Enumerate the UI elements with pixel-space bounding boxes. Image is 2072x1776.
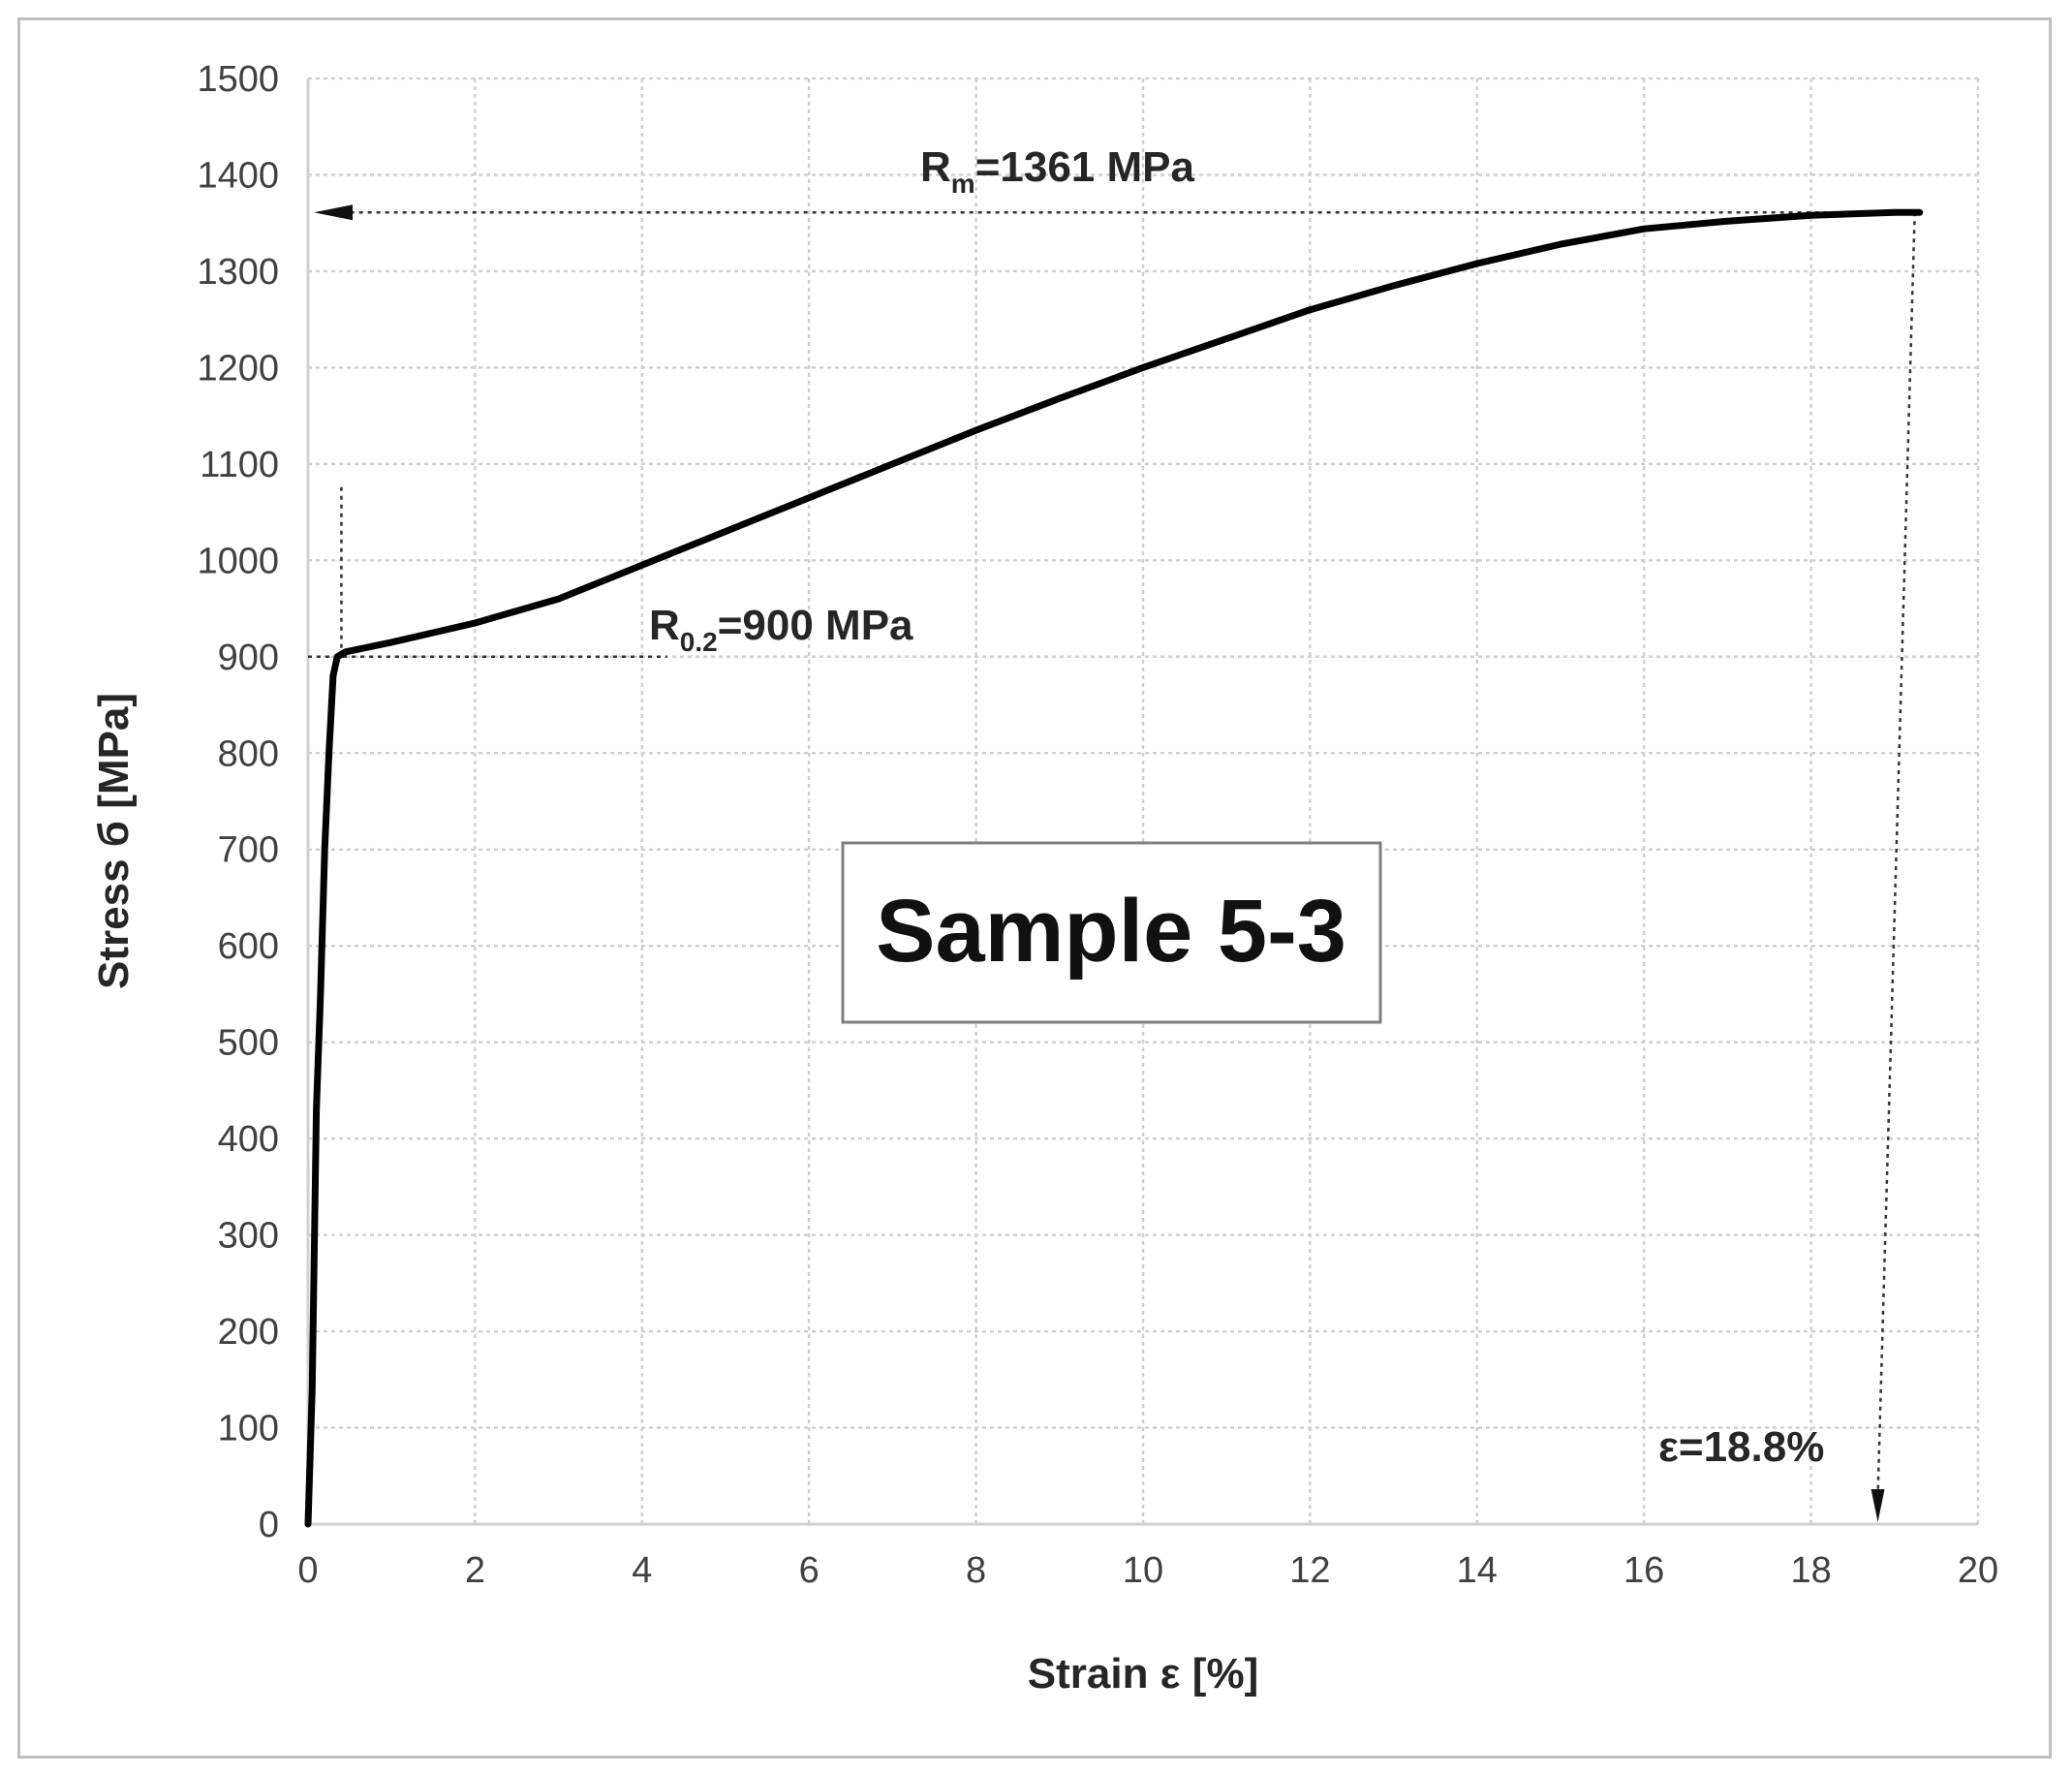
curve-point: [1558, 241, 1563, 247]
curve-point: [314, 1106, 320, 1112]
curve-point: [556, 596, 562, 602]
y-tick-label: 1200: [197, 348, 279, 389]
y-tick-label: 200: [218, 1312, 279, 1353]
curve-point: [974, 427, 979, 433]
x-tick-label: 0: [297, 1550, 318, 1591]
curve-point: [309, 1387, 315, 1392]
y-tick-label: 500: [218, 1023, 279, 1064]
curve-point: [318, 991, 324, 997]
curve-point: [305, 1521, 311, 1527]
x-tick-label: 4: [632, 1550, 652, 1591]
y-tick-label: 1000: [197, 541, 279, 581]
y-tick-label: 1300: [197, 252, 279, 293]
x-tick-label: 14: [1457, 1550, 1498, 1591]
curve-point: [1917, 209, 1923, 215]
x-tick-label: 12: [1289, 1550, 1330, 1591]
curve-point: [1474, 261, 1480, 266]
y-tick-label: 0: [259, 1505, 279, 1545]
annotation-guides: [308, 204, 1916, 1522]
curve-point: [1140, 364, 1146, 370]
elongation-annotation: ε=18.8%: [1658, 1423, 1824, 1471]
rm-arrow-head: [314, 204, 353, 221]
y-tick-label: 600: [218, 926, 279, 967]
rm-annotation-main: R: [920, 143, 951, 191]
y-tick-label: 300: [218, 1216, 279, 1257]
y-tick-label: 400: [218, 1119, 279, 1160]
y-axis-title: Stress б [MPa]: [90, 693, 138, 989]
y-tick-label: 1400: [197, 155, 279, 196]
sample-label: Sample 5-3: [876, 882, 1346, 981]
curve-point: [330, 673, 336, 679]
curve-point: [326, 750, 332, 756]
curve-point: [1809, 212, 1814, 218]
elongation-guide-line: [1876, 212, 1916, 1496]
y-tick-label: 800: [218, 733, 279, 774]
curve-point: [639, 562, 645, 568]
r02-annotation-rest: =900 MPa: [718, 602, 913, 649]
x-tick-label: 2: [465, 1550, 485, 1591]
grid: [306, 77, 1980, 1526]
series-layer: [304, 208, 1924, 1528]
curve-point: [334, 654, 340, 660]
y-tick-label: 1500: [197, 59, 279, 100]
rm-annotation-rest: =1361 MPa: [975, 143, 1195, 191]
x-tick-label: 16: [1624, 1550, 1664, 1591]
x-tick-label: 10: [1123, 1550, 1163, 1591]
curve-point: [723, 528, 728, 534]
curve-point: [472, 620, 478, 626]
axes: [306, 78, 1978, 1526]
r02-annotation: R0.2=900 MPa: [649, 602, 913, 657]
curve-point: [388, 639, 394, 645]
curve-point: [343, 649, 349, 655]
curve-point: [1223, 336, 1229, 342]
curve-point: [806, 495, 812, 501]
curve-point: [889, 461, 895, 467]
y-tick-label: 700: [218, 830, 279, 871]
x-tick-label: 8: [966, 1550, 986, 1591]
x-tick-label: 6: [799, 1550, 820, 1591]
tick-labels: 0100200300400500600700800900100011001200…: [197, 59, 1998, 1591]
curve-point: [1391, 283, 1397, 289]
y-tick-label: 900: [218, 638, 279, 678]
rm-annotation-sub: m: [951, 169, 975, 199]
x-tick-label: 20: [1958, 1550, 1998, 1591]
r02-annotation-main: R: [649, 602, 680, 649]
y-tick-label: 100: [218, 1409, 279, 1449]
curve-point: [322, 847, 327, 853]
y-tick-label: 1100: [200, 445, 279, 485]
curve-point: [1724, 218, 1730, 224]
x-axis-title: Strain ε [%]: [1028, 1650, 1258, 1698]
curve-point: [1057, 395, 1063, 401]
r02-annotation-sub: 0.2: [680, 627, 718, 657]
elongation-arrow-head: [1871, 1489, 1885, 1522]
curve-point: [1307, 307, 1313, 313]
curve-point: [1641, 226, 1647, 232]
sample-label-box: Sample 5-3: [841, 841, 1382, 1024]
rm-annotation: Rm=1361 MPa: [920, 143, 1194, 199]
curve-point: [1892, 209, 1898, 215]
x-tick-label: 18: [1790, 1550, 1831, 1591]
